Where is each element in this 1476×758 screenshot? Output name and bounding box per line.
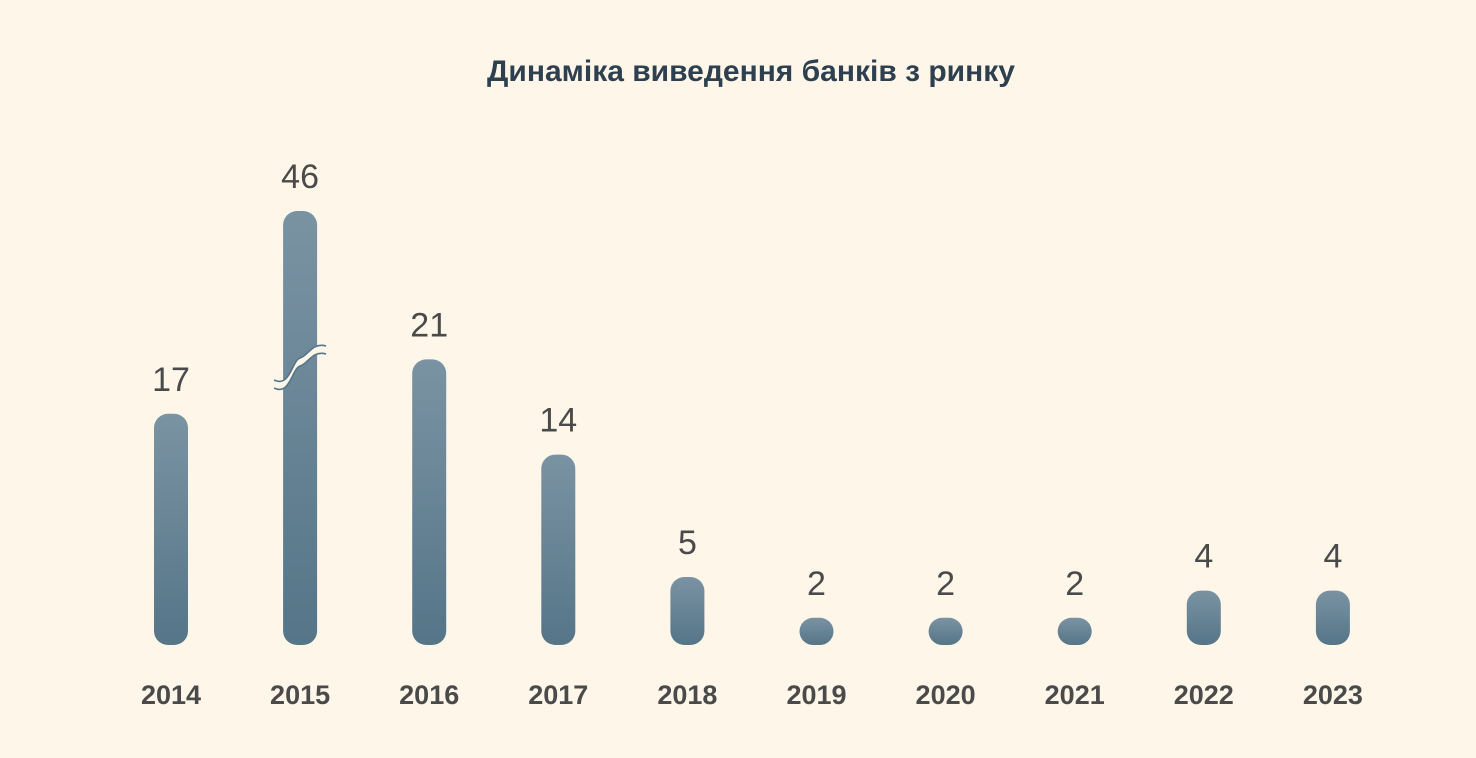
- value-labels-group: 17 46 21 14 5 2 2 2 4 4: [152, 158, 1342, 603]
- axis-break-line-bottom: [273, 352, 327, 391]
- value-label-2021: 2: [1065, 565, 1084, 603]
- year-label-2017: 2017: [528, 680, 588, 710]
- year-label-2015: 2015: [270, 680, 330, 710]
- year-labels-group: 2014 2015 2016 2017 2018 2019 2020 2021 2022 2023: [141, 680, 1363, 710]
- axis-break-line-top: [273, 344, 327, 383]
- bar-2017: [541, 454, 576, 645]
- year-label-2021: 2021: [1045, 680, 1105, 710]
- bar-2015: [283, 211, 318, 645]
- value-label-2015: 46: [281, 158, 319, 196]
- value-label-2018: 5: [678, 524, 697, 562]
- year-label-2014: 2014: [141, 680, 201, 710]
- bar-2018: [670, 577, 705, 645]
- bar-2021: [1057, 617, 1092, 645]
- year-label-2019: 2019: [786, 680, 846, 710]
- year-label-2018: 2018: [657, 680, 717, 710]
- bar-2014: [154, 413, 188, 645]
- value-label-2023: 4: [1323, 538, 1342, 576]
- bars-group: [154, 211, 1350, 645]
- bar-2019: [799, 617, 834, 645]
- chart-title: Динаміка виведення банків з ринку: [487, 55, 1015, 88]
- value-label-2016: 21: [410, 306, 448, 344]
- year-label-2016: 2016: [399, 680, 459, 710]
- value-label-2022: 4: [1194, 538, 1213, 576]
- bar-2022: [1186, 590, 1221, 645]
- year-label-2023: 2023: [1303, 680, 1363, 710]
- bar-2020: [928, 617, 963, 645]
- bar-2023: [1315, 590, 1350, 645]
- value-label-2017: 14: [539, 402, 577, 440]
- bar-2016: [412, 359, 447, 645]
- value-label-2019: 2: [807, 565, 826, 603]
- value-label-2020: 2: [936, 565, 955, 603]
- year-label-2020: 2020: [916, 680, 976, 710]
- year-label-2022: 2022: [1174, 680, 1234, 710]
- value-label-2014: 17: [152, 361, 190, 399]
